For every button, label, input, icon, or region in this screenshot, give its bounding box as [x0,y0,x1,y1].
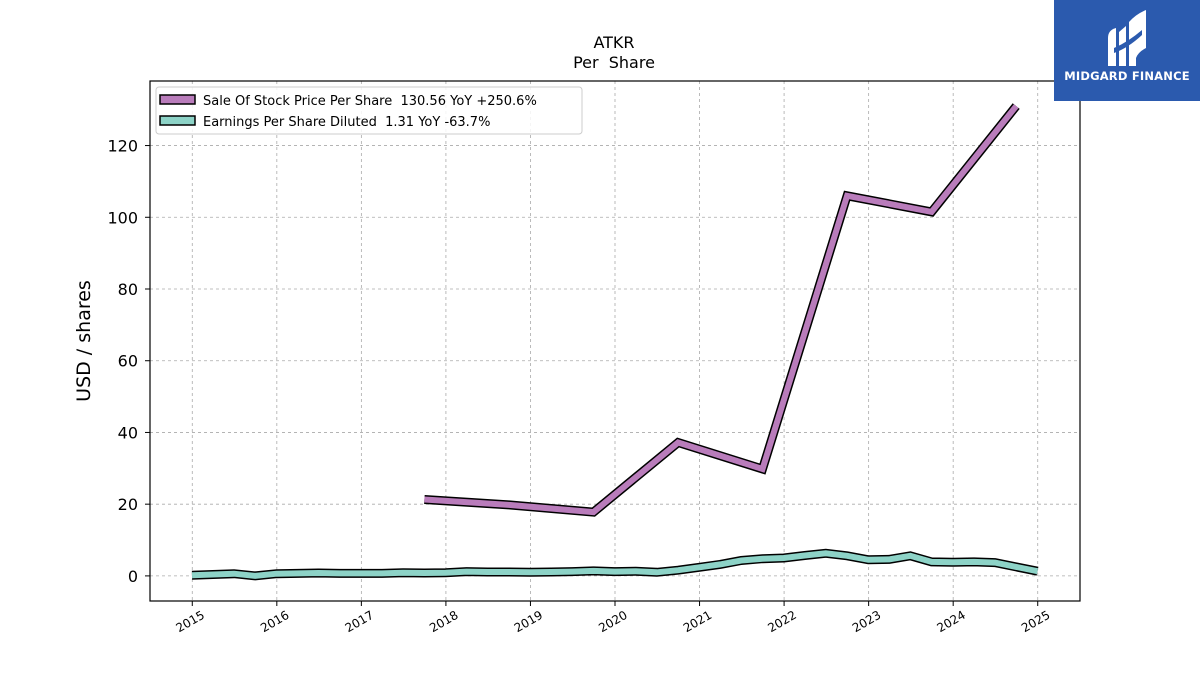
x-tick-label: 2018 [427,608,460,635]
y-axis-label: USD / shares [73,280,95,402]
legend: Sale Of Stock Price Per Share 130.56 YoY… [155,86,583,135]
x-tick-label: 2015 [174,608,207,635]
y-tick-label: 120 [107,137,138,156]
x-tick-label: 2025 [1019,608,1052,635]
y-tick-label: 60 [118,352,138,371]
x-tick-label: 2023 [850,608,883,635]
chart-title: ATKR [593,33,634,52]
series-outline [424,103,1020,517]
series-line [424,104,1019,516]
y-tick-label: 20 [118,495,138,514]
x-tick-label: 2024 [934,608,967,635]
series-sale-of-stock-price [424,103,1020,517]
y-tick-label: 80 [118,280,138,299]
x-tick-label: 2020 [596,608,629,635]
y-tick-label: 0 [128,567,138,586]
legend-swatch-eps-diluted [159,115,196,126]
brand-logo: MIDGARD FINANCE [1054,0,1200,101]
legend-box [155,86,583,135]
chart-subtitle: Per Share [573,53,655,72]
legend-label-eps-diluted: Earnings Per Share Diluted 1.31 YoY -63.… [203,115,490,130]
x-tick-label: 2022 [765,608,798,635]
legend-label-sale-of-stock: Sale Of Stock Price Per Share 130.56 YoY… [203,94,537,109]
x-tick-label: 2019 [512,608,545,635]
x-tick-label: 2016 [258,608,291,635]
y-tick-label: 40 [118,423,138,442]
series-eps-diluted [191,548,1039,581]
brand-name: MIDGARD FINANCE [1064,69,1190,83]
y-tick-label: 100 [107,208,138,227]
midgard-logo-icon [1108,10,1146,66]
series-layer [191,103,1039,581]
legend-swatch-sale-of-stock [159,94,196,105]
x-tick-label: 2017 [343,608,376,635]
x-tick-label: 2021 [681,608,714,635]
grid [150,81,1080,601]
